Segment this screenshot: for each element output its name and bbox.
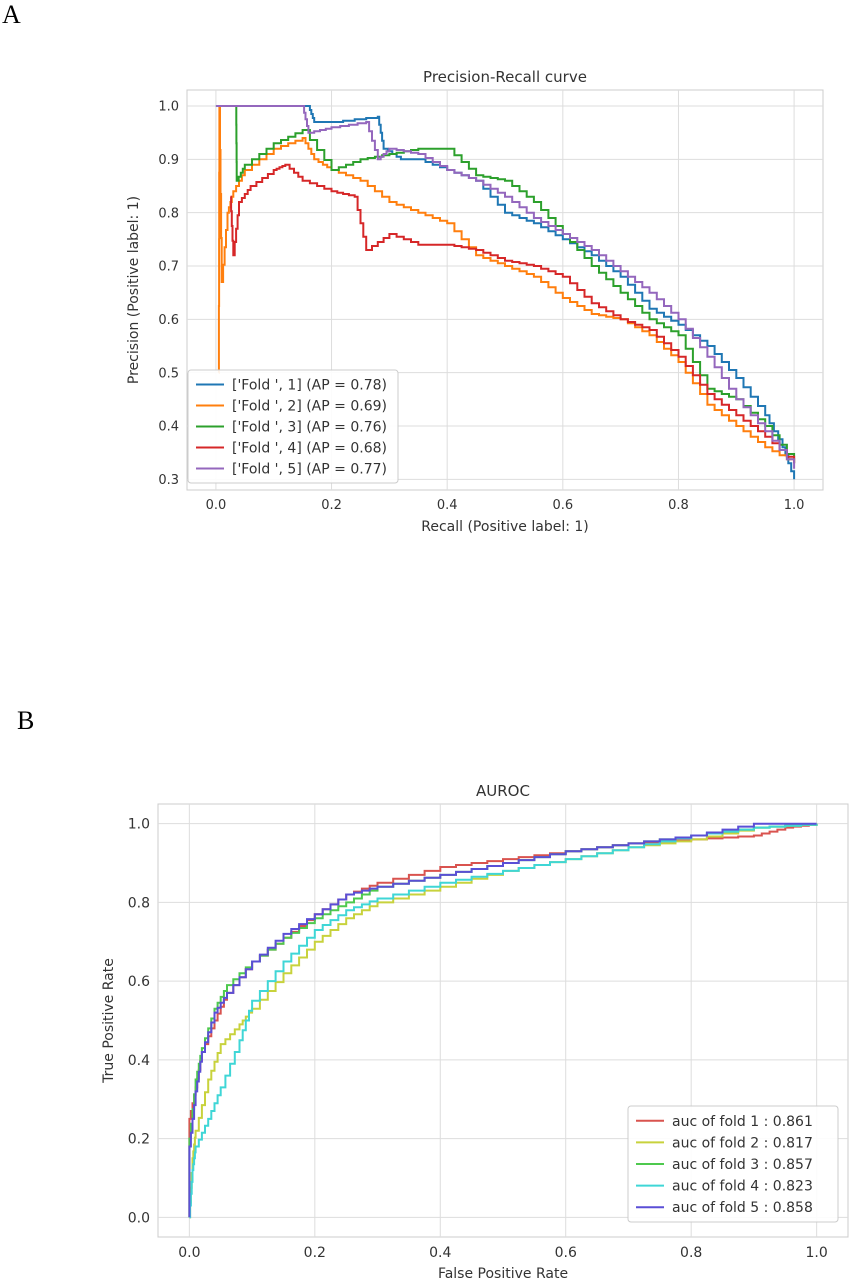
pr-legend-label-1: ['Fold ', 1] (AP = 0.78) [232, 378, 387, 394]
roc-series-line-4 [189, 823, 818, 1219]
pr-legend-label-3: ['Fold ', 3] (AP = 0.76) [232, 420, 387, 436]
pr-x-tick-label: 0.8 [668, 498, 689, 513]
roc-x-tick-label: 0.6 [555, 1245, 577, 1261]
pr-x-tick-label: 0.0 [206, 498, 227, 513]
roc-y-tick-label: 0.6 [128, 974, 150, 990]
pr-series-line-2 [217, 105, 796, 464]
roc-legend: auc of fold 1 : 0.861 auc of fold 2 : 0.8… [627, 1105, 839, 1223]
roc-y-tick-label: 0.4 [128, 1053, 150, 1069]
pr-x-axis-label: Recall (Positive label: 1) [421, 519, 589, 535]
pr-x-tick-label: 0.4 [437, 498, 458, 513]
roc-x-axis-label: False Positive Rate [438, 1266, 568, 1280]
pr-y-tick-label: 0.8 [158, 206, 179, 221]
pr-y-tick-label: 0.3 [158, 473, 179, 488]
pr-x-tick-label: 1.0 [784, 498, 805, 513]
pr-title: Precision-Recall curve [423, 68, 587, 86]
pr-legend-label-5: ['Fold ', 5] (AP = 0.77) [232, 462, 387, 478]
pr-series-line-3 [235, 105, 796, 464]
roc-y-tick-label: 0.8 [128, 895, 150, 911]
pr-y-tick-label: 0.5 [158, 366, 179, 381]
roc-y-tick-label: 0.0 [128, 1210, 150, 1226]
roc-series-line-5 [188, 822, 817, 1218]
pr-series-line-4 [230, 163, 796, 464]
roc-chart: 0.0 0.2 0.4 0.6 0.8 1.0 0.0 0.2 0.4 0.6 0.8 1.0 AURO… [101, 782, 849, 1280]
roc-x-tick-label: 0.2 [304, 1245, 326, 1261]
roc-legend-box [627, 1105, 839, 1223]
roc-x-tick-label: 0.4 [429, 1245, 451, 1261]
roc-legend-label-3: auc of fold 3 : 0.857 [672, 1157, 813, 1173]
pr-series-line-5 [215, 105, 796, 469]
panel-label-a: A [2, 0, 21, 29]
pr-y-tick-label: 0.6 [158, 313, 179, 328]
roc-title: AUROC [476, 782, 530, 800]
roc-y-axis-label: True Positive Rate [101, 958, 117, 1084]
pr-legend: ['Fold ', 1] (AP = 0.78) ['Fold ', 2] (AP… [187, 369, 399, 484]
roc-legend-label-2: auc of fold 2 : 0.817 [672, 1135, 813, 1151]
roc-legend-label-1: auc of fold 1 : 0.861 [672, 1114, 813, 1130]
pr-legend-label-4: ['Fold ', 4] (AP = 0.68) [232, 441, 387, 457]
roc-legend-label-4: auc of fold 4 : 0.823 [672, 1179, 813, 1195]
roc-x-tick-label: 0.0 [178, 1245, 200, 1261]
pr-y-tick-label: 1.0 [158, 100, 179, 115]
roc-y-tick-label: 0.2 [128, 1132, 150, 1148]
pr-chart: 0.0 0.2 0.4 0.6 0.8 1.0 0.3 0.4 0.5 0.6 0.7 0.8 0.9 1… [126, 68, 824, 535]
pr-legend-box [187, 369, 399, 484]
pr-legend-label-2: ['Fold ', 2] (AP = 0.69) [232, 399, 387, 415]
roc-x-tick-label: 1.0 [806, 1245, 828, 1261]
roc-x-tick-label: 0.8 [680, 1245, 702, 1261]
pr-y-axis-label: Precision (Positive label: 1) [126, 196, 142, 384]
pr-x-tick-label: 0.6 [552, 498, 573, 513]
roc-legend-label-5: auc of fold 5 : 0.858 [672, 1200, 813, 1216]
pr-x-tick-label: 0.2 [321, 498, 342, 513]
pr-y-tick-label: 0.4 [158, 420, 179, 435]
roc-y-tick-label: 1.0 [128, 817, 150, 833]
pr-series-line-1 [215, 105, 796, 480]
pr-y-tick-label: 0.7 [158, 260, 179, 275]
pr-y-tick-label: 0.9 [158, 153, 179, 168]
panel-label-b: B [17, 706, 35, 735]
